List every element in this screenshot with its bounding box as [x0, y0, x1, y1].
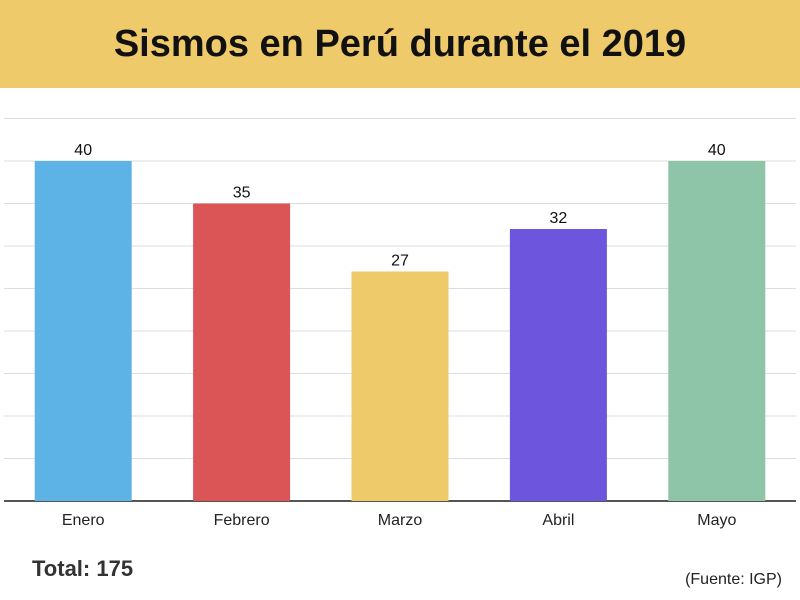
x-tick-label: Marzo	[378, 512, 423, 529]
bar-marzo	[351, 271, 449, 501]
x-tick-label: Febrero	[214, 512, 270, 529]
bar-febrero	[193, 203, 291, 501]
data-label: 35	[233, 185, 251, 202]
data-label: 40	[708, 142, 726, 159]
bar-enero	[34, 161, 132, 501]
bars	[34, 161, 766, 501]
x-tick-labels: Enero Febrero Marzo Abril Mayo	[62, 512, 737, 529]
total-label: Total: 175	[32, 556, 134, 581]
chart-title: Sismos en Perú durante el 2019	[113, 22, 687, 65]
x-tick-label: Enero	[62, 512, 105, 529]
source-label: (Fuente: IGP)	[685, 571, 782, 588]
bar-abril	[509, 229, 607, 501]
x-tick-label: Abril	[542, 512, 574, 529]
title-banner: Sismos en Perú durante el 2019	[0, 0, 800, 88]
data-label: 40	[74, 142, 92, 159]
data-label: 32	[550, 210, 568, 227]
data-label: 27	[391, 253, 409, 270]
bar-mayo	[668, 161, 766, 501]
data-labels: 40 35 27 32 40	[74, 142, 725, 270]
bar-chart: 40 35 27 32 40 Enero Febrero Marzo Abril Mayo	[4, 118, 796, 529]
x-tick-label: Mayo	[697, 512, 736, 529]
